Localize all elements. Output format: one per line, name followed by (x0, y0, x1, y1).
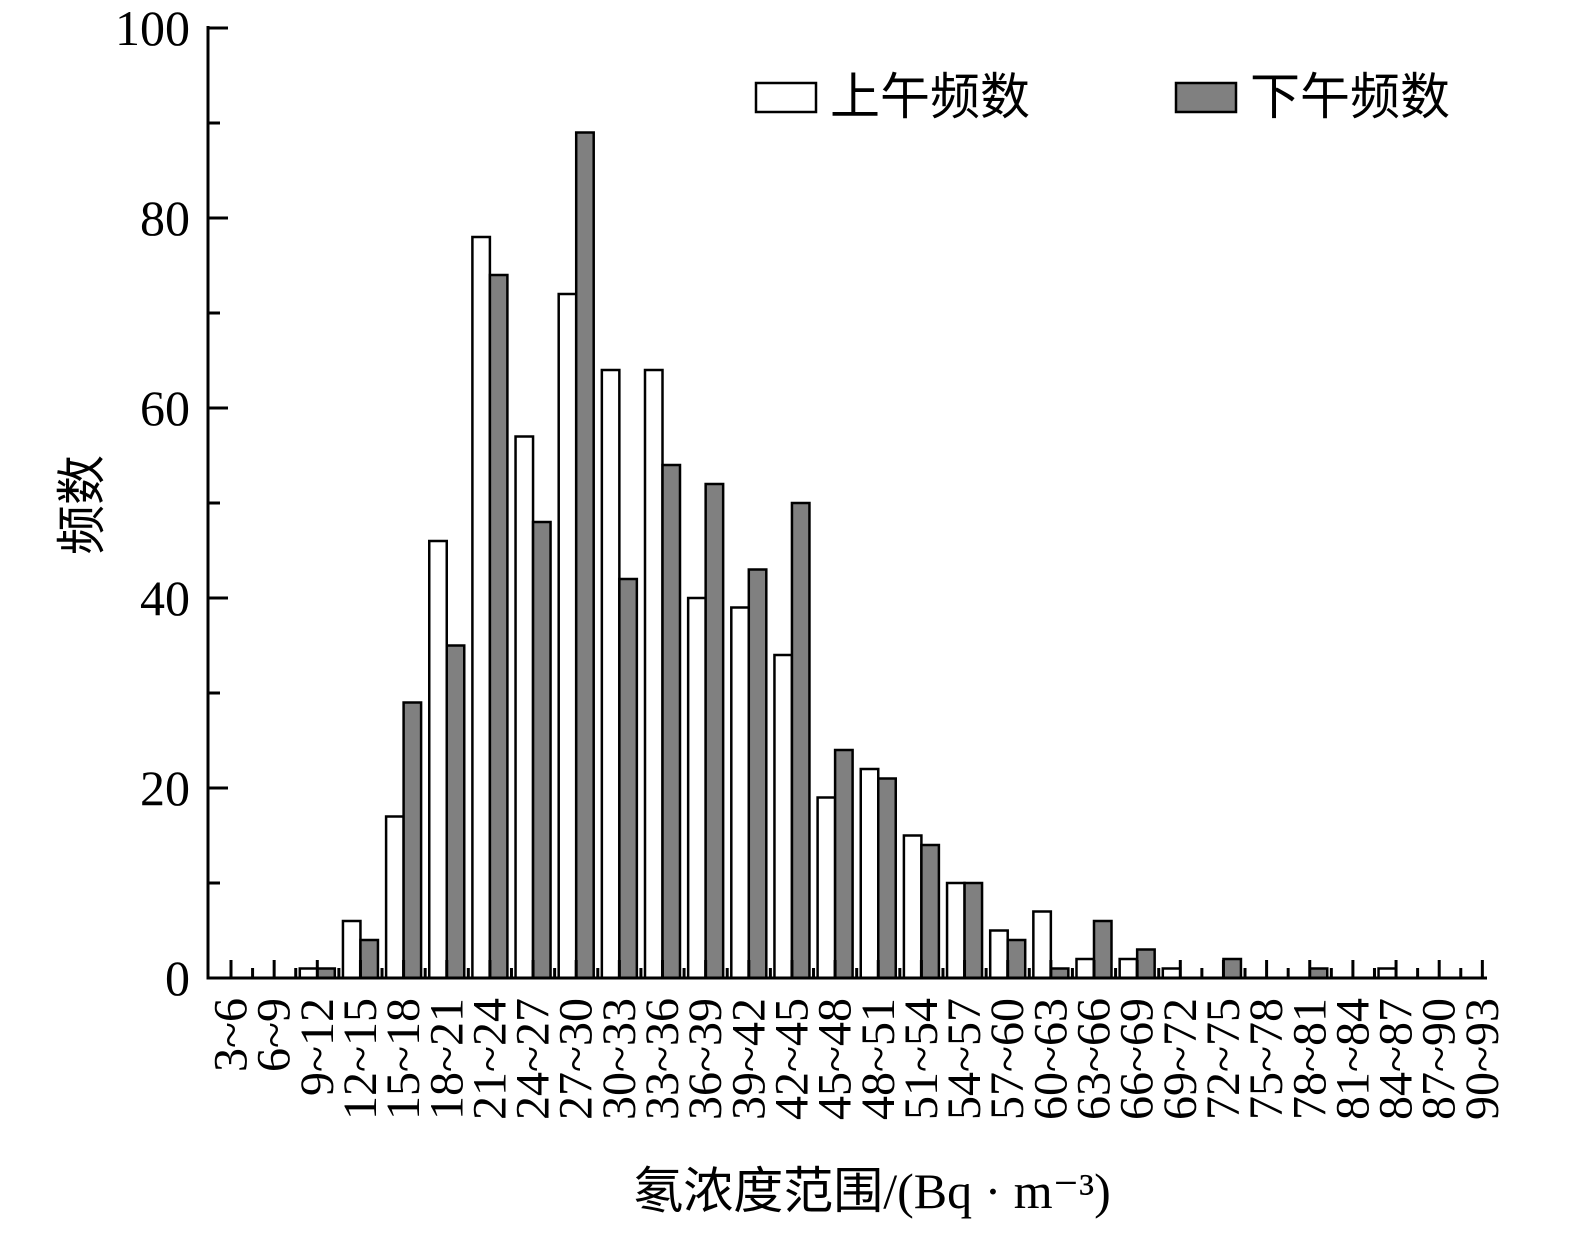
x-tick-label: 90~93 (1456, 998, 1509, 1120)
pm-frequency-bar (574, 131, 595, 980)
am-frequency-bar (686, 596, 707, 980)
y-tick-label: 100 (115, 0, 190, 56)
x-tick-label: 45~48 (809, 998, 862, 1120)
pm-frequency-bar (1135, 948, 1156, 980)
am-frequency-bar (643, 368, 664, 980)
pm-frequency-bar (963, 881, 984, 980)
legend-swatch-am (754, 81, 818, 114)
y-tick-label: 40 (140, 570, 190, 626)
legend-label-pm: 下午频数 (1250, 69, 1450, 125)
x-tick-label: 84~87 (1370, 998, 1423, 1120)
pm-frequency-bar (790, 501, 811, 980)
am-frequency-bar (816, 796, 837, 980)
x-tick-label: 66~69 (1111, 998, 1164, 1120)
pm-frequency-bar (747, 568, 768, 980)
x-tick-label: 78~81 (1283, 998, 1336, 1120)
x-tick-label: 15~18 (377, 998, 430, 1120)
pm-frequency-bar (445, 644, 466, 980)
x-tick-label: 54~57 (938, 998, 991, 1120)
pm-frequency-bar (920, 843, 941, 980)
am-frequency-bar (557, 292, 578, 980)
x-tick-label: 42~45 (765, 998, 818, 1120)
pm-frequency-bar (402, 701, 423, 980)
x-tick-label: 18~21 (420, 998, 473, 1120)
x-axis-ticks: 3~66~99~1212~1515~1818~2121~2424~2727~30… (205, 960, 1509, 1120)
pm-frequency-bar (877, 777, 897, 980)
x-tick-label: 12~15 (334, 998, 387, 1120)
x-tick-label: 9~12 (291, 998, 344, 1096)
am-frequency-bar (945, 881, 966, 980)
x-tick-label: 60~63 (1024, 998, 1077, 1120)
y-tick-label: 60 (140, 380, 190, 436)
am-frequency-bar (859, 767, 880, 980)
am-frequency-bar (1032, 910, 1053, 980)
pm-frequency-bar (488, 273, 509, 980)
pm-frequency-bar (1092, 919, 1113, 980)
x-tick-label: 24~27 (507, 998, 560, 1120)
pm-frequency-bar (1222, 957, 1243, 980)
pm-frequency-bar (618, 577, 639, 980)
am-frequency-bar (471, 235, 492, 980)
x-tick-label: 81~84 (1326, 998, 1379, 1120)
am-frequency-bar (514, 435, 535, 980)
x-tick-label: 69~72 (1154, 998, 1207, 1120)
pm-frequency-bar (833, 748, 854, 980)
legend-label-am: 上午频数 (830, 69, 1030, 125)
am-frequency-bar (773, 653, 794, 980)
legend-swatch-pm (1174, 81, 1238, 114)
pm-frequency-bar (531, 520, 552, 980)
legend: 上午频数 下午频数 (754, 69, 1450, 125)
am-frequency-bar (988, 929, 1009, 980)
am-frequency-bar (902, 834, 923, 980)
y-tick-label: 80 (140, 190, 190, 246)
x-tick-label: 87~90 (1413, 998, 1466, 1120)
x-tick-label: 51~54 (895, 998, 948, 1120)
x-tick-label: 39~42 (722, 998, 775, 1120)
x-axis-title: 氡浓度范围/(Bq · m⁻³) (633, 1163, 1110, 1219)
y-axis-title: 频数 (54, 455, 110, 555)
x-tick-label: 57~60 (981, 998, 1034, 1120)
x-tick-label: 48~51 (852, 998, 905, 1120)
x-tick-label: 72~75 (1197, 998, 1250, 1120)
am-frequency-bar (341, 919, 362, 980)
am-frequency-bar (428, 539, 448, 980)
pm-frequency-bar (704, 482, 725, 980)
x-tick-label: 63~66 (1068, 998, 1121, 1120)
y-tick-label: 0 (165, 950, 190, 1006)
am-frequency-bar (600, 368, 621, 980)
x-tick-label: 36~39 (679, 998, 732, 1120)
am-frequency-bar (1118, 957, 1139, 980)
x-tick-label: 6~9 (248, 998, 301, 1072)
pm-frequency-bar (359, 938, 380, 980)
x-tick-label: 27~30 (550, 998, 603, 1120)
y-tick-label: 20 (140, 760, 190, 816)
pm-frequency-bar (661, 463, 682, 980)
x-tick-label: 33~36 (636, 998, 689, 1120)
am-frequency-bar (730, 606, 751, 980)
y-axis-ticks: 0 20 40 60 80 100 (115, 0, 228, 1006)
x-tick-label: 3~6 (205, 998, 258, 1072)
x-tick-label: 30~33 (593, 998, 646, 1120)
am-frequency-bar (384, 815, 405, 980)
x-tick-label: 75~78 (1240, 998, 1293, 1120)
pm-frequency-bar (1006, 938, 1027, 980)
am-frequency-bar (1075, 957, 1096, 980)
x-tick-label: 21~24 (463, 998, 516, 1120)
bar-group (298, 131, 1398, 980)
